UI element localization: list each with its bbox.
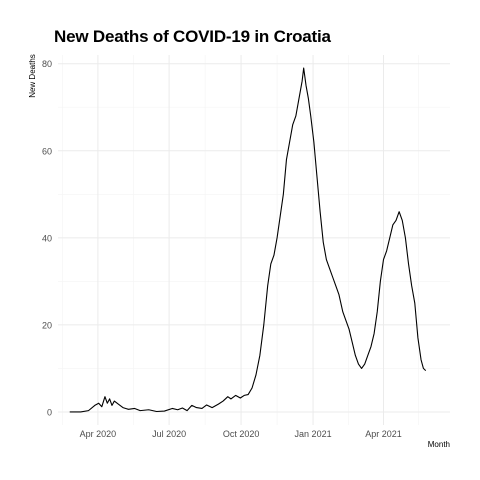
y-tick-label: 20 xyxy=(42,320,52,330)
minor-gridlines xyxy=(58,55,450,425)
x-axis-title: Month xyxy=(427,440,450,449)
series-line xyxy=(69,67,427,413)
series-layer xyxy=(69,67,427,413)
x-tick-label: Jul 2020 xyxy=(152,429,186,439)
x-tick-label: Jan 2021 xyxy=(295,429,332,439)
x-tick-label: Apr 2021 xyxy=(365,429,402,439)
y-tick-label: 40 xyxy=(42,233,52,243)
y-tick-label: 60 xyxy=(42,146,52,156)
x-tick-label: Oct 2020 xyxy=(223,429,260,439)
y-tick-labels: 0 20 40 60 80 xyxy=(42,59,52,417)
y-axis-title: New Deaths xyxy=(28,54,37,98)
chart-title: New Deaths of COVID-19 in Croatia xyxy=(54,27,331,46)
x-tick-labels: Apr 2020 Jul 2020 Oct 2020 Jan 2021 Apr 2021 xyxy=(80,429,402,439)
x-tick-label: Apr 2020 xyxy=(80,429,117,439)
y-tick-label: 80 xyxy=(42,59,52,69)
y-tick-label: 0 xyxy=(47,407,52,417)
major-gridlines xyxy=(58,55,450,425)
